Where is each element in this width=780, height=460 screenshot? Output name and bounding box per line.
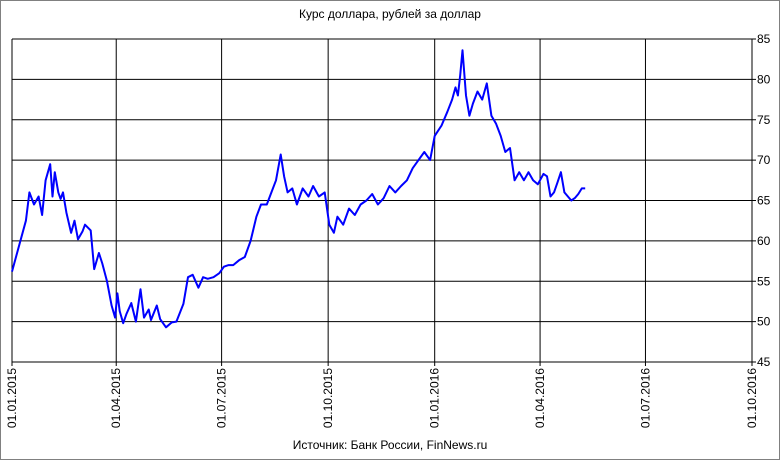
y-axis-ticks: 45 50 55 60 65 70 75 80 85 xyxy=(752,32,771,369)
x-axis-ticks: 01.01.2015 01.04.2015 01.07.2015 01.10.2015… xyxy=(5,362,759,428)
y-tick-label: 75 xyxy=(757,113,771,127)
x-tick-label: 01.07.2016 xyxy=(638,368,652,428)
y-tick-label: 80 xyxy=(757,72,771,86)
x-tick-label: 01.07.2015 xyxy=(215,368,229,428)
chart-title: Курс доллара, рублей за доллар xyxy=(299,7,481,21)
x-tick-label: 01.10.2016 xyxy=(745,368,759,428)
x-tick-label: 01.04.2016 xyxy=(533,368,547,428)
chart-source: Источник: Банк России, FinNews.ru xyxy=(292,438,488,452)
exchange-rate-line xyxy=(11,49,586,329)
y-tick-label: 85 xyxy=(757,32,771,46)
x-tick-label: 01.10.2015 xyxy=(321,368,335,428)
y-tick-label: 65 xyxy=(757,194,771,208)
y-tick-label: 55 xyxy=(757,274,771,288)
gridlines xyxy=(11,38,753,363)
y-tick-label: 70 xyxy=(757,153,771,167)
x-tick-label: 01.01.2015 xyxy=(5,368,19,428)
y-tick-label: 60 xyxy=(757,234,771,248)
x-tick-label: 01.04.2015 xyxy=(109,368,123,428)
y-tick-label: 50 xyxy=(757,315,771,329)
y-tick-label: 45 xyxy=(757,355,771,369)
x-tick-label: 01.01.2016 xyxy=(428,368,442,428)
